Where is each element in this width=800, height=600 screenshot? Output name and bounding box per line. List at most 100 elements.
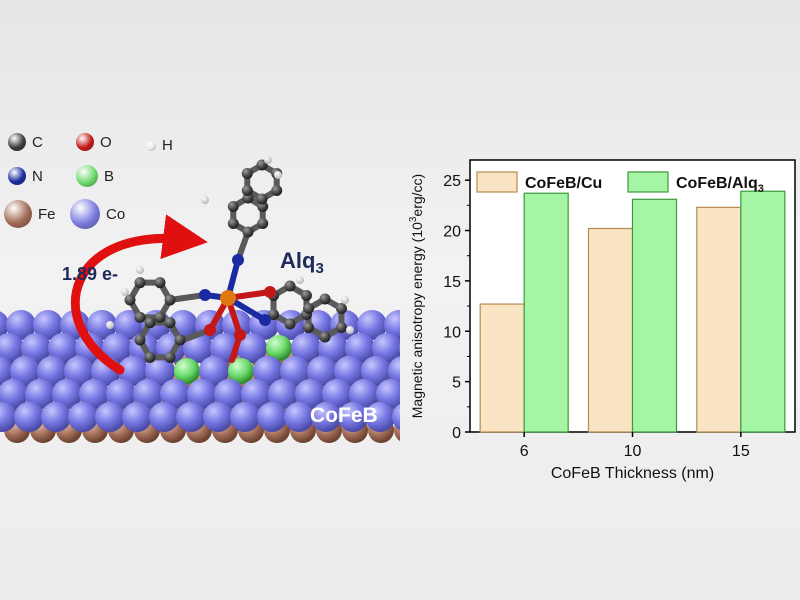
- c-atom: [284, 280, 296, 292]
- legend-label: B: [104, 167, 115, 185]
- c-atom: [227, 201, 239, 212]
- legend-label-cofeb-cu: CoFeB/Cu: [525, 175, 602, 192]
- y-tick-label: 5: [452, 375, 461, 392]
- co-atom: [291, 333, 321, 363]
- h-atom: [136, 266, 144, 274]
- o-atom: [264, 286, 276, 298]
- al-atom: [220, 290, 236, 306]
- y-axis-label: Magnetic anisotropy energy (103erg/cc): [408, 174, 425, 418]
- c-atom: [284, 318, 296, 330]
- co-atom: [187, 379, 217, 409]
- h-atom: [296, 276, 304, 284]
- c-atom: [227, 218, 239, 229]
- co-atom: [361, 356, 391, 386]
- atom-c-icon: [8, 133, 26, 151]
- y-tick-label: 0: [452, 425, 461, 442]
- bar-cofeb-cu-10: [587, 227, 634, 433]
- bar-cofeb-alq3-10: [631, 198, 678, 433]
- o-atom: [234, 329, 246, 341]
- molecule-subscript: 3: [315, 260, 323, 277]
- co-atom: [0, 402, 17, 432]
- c-atom: [124, 294, 136, 306]
- co-atom: [345, 333, 375, 363]
- y-tick-label: 15: [443, 274, 461, 291]
- h-atom: [121, 288, 129, 296]
- substrate-label: CoFeB: [310, 404, 378, 427]
- legend-label: Fe: [38, 205, 56, 223]
- co-atom: [257, 402, 287, 432]
- legend-item-co: Co: [70, 199, 125, 229]
- co-atom: [253, 356, 283, 386]
- co-atom: [52, 379, 82, 409]
- c-atom: [241, 168, 253, 179]
- co-atom: [307, 356, 337, 386]
- co-atom: [106, 379, 136, 409]
- bar-cofeb-cu-15: [696, 206, 742, 433]
- legend-swatch-cofeb-alq3: [627, 171, 669, 193]
- atom-legend: C O H N B Fe Co: [0, 130, 173, 250]
- co-atom: [280, 356, 310, 386]
- chart-legend: CoFeB/Cu CoFeB/Alq3: [476, 171, 764, 195]
- y-tick-label: 25: [443, 173, 461, 190]
- legend-item-o: O: [76, 133, 112, 151]
- co-atom: [149, 402, 179, 432]
- co-atom: [6, 310, 36, 340]
- c-atom: [256, 193, 268, 205]
- bar-cofeb-alq3-15: [740, 190, 786, 433]
- c-atom: [164, 294, 176, 306]
- legend-label: N: [32, 167, 43, 185]
- legend-swatch-cofeb-cu: [476, 171, 518, 193]
- molecule-illustration: 1.89 e- Alq3 CoFeB: [0, 156, 400, 443]
- co-atom: [133, 379, 163, 409]
- x-tick-label: 6: [520, 443, 529, 460]
- x-axis-label: CoFeB Thickness (nm): [551, 465, 714, 482]
- n-atom: [232, 254, 244, 266]
- legend-label: C: [32, 133, 43, 151]
- n-atom: [259, 314, 271, 326]
- co-atom: [322, 379, 352, 409]
- co-atom: [118, 356, 148, 386]
- alq3-molecule: [106, 156, 354, 363]
- anisotropy-bar-chart: 0 5 10 15 20 25 6 10 15 CoFeB/Cu CoFeB/Alq3 CoFeB T…: [408, 159, 796, 482]
- legend-item-h: H: [146, 137, 173, 154]
- c-atom: [134, 334, 146, 346]
- co-atom: [214, 379, 244, 409]
- x-tick-label: 10: [624, 443, 642, 460]
- bar-cofeb-alq3-6: [523, 192, 569, 433]
- co-atom: [241, 379, 271, 409]
- c-atom: [319, 293, 331, 305]
- b-atom: [266, 335, 292, 361]
- c-atom: [300, 290, 312, 301]
- bar-cofeb-cu-6: [479, 303, 525, 433]
- co-atom: [79, 379, 109, 409]
- legend-label: Co: [106, 205, 126, 223]
- c-atom: [241, 185, 253, 196]
- c-atom: [134, 277, 146, 289]
- c-atom: [144, 317, 156, 329]
- co-atom: [25, 379, 55, 409]
- co-atom: [295, 379, 325, 409]
- co-atom: [48, 333, 78, 363]
- co-atom: [399, 342, 400, 354]
- co-atom: [199, 356, 229, 386]
- atom-co-icon: [70, 199, 100, 229]
- c-atom: [164, 317, 176, 329]
- co-atom: [33, 310, 63, 340]
- legend-label-cofeb-alq3: CoFeB/Alq3: [676, 175, 764, 195]
- co-atom: [384, 310, 400, 340]
- molecule-label: Alq3: [280, 248, 324, 277]
- legend-item-b: B: [76, 165, 114, 187]
- charge-transfer-arrow: [70, 214, 208, 375]
- charge-transfer-label: 1.89 e-: [62, 264, 118, 284]
- co-atom: [21, 333, 51, 363]
- c-atom: [268, 309, 280, 320]
- co-atom: [14, 402, 44, 432]
- co-atom: [0, 311, 9, 339]
- h-atom: [201, 196, 209, 204]
- atom-o-icon: [76, 133, 94, 151]
- co-atom: [0, 379, 28, 409]
- co-atom: [376, 379, 400, 409]
- c-atom: [335, 303, 347, 314]
- co-atom: [372, 333, 400, 363]
- co-atom: [338, 402, 368, 432]
